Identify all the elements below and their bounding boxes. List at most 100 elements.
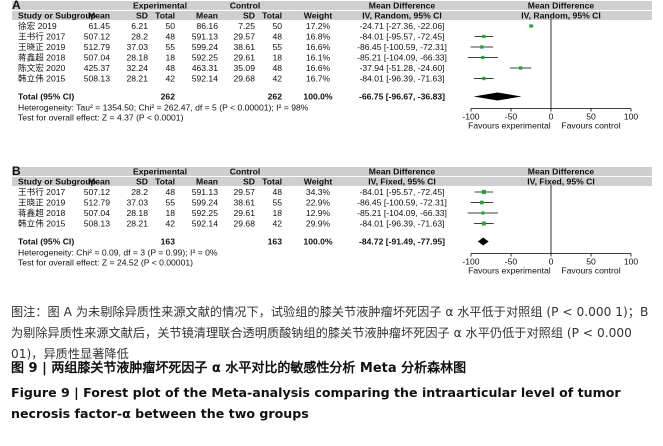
panel-a-ci-text: -84.01 [-96.39, -71.63]	[359, 74, 444, 84]
panel-a-x-tick-label: 50	[586, 112, 596, 122]
panel-b-md-plot-header: Mean Difference	[528, 167, 595, 177]
panel-a-ctl-total: 48	[272, 32, 282, 42]
panel-a-control-header: Control	[230, 1, 261, 11]
panel-b-experimental-header: Experimental	[133, 167, 187, 177]
panel-a-exp-total-header: Total	[155, 11, 175, 21]
panel-b-ctl-total-header: Total	[262, 177, 282, 187]
panel-a-favours-control: Favours control	[561, 121, 620, 131]
panel-a-ci-text: -86.45 [-100.59, -72.31]	[357, 42, 447, 52]
panel-a-ctl-total-header: Total	[262, 11, 282, 21]
panel-b-md-header: Mean Difference	[369, 167, 436, 177]
panel-b-group-header-band	[12, 167, 652, 176]
panel-b-exp-total-header: Total	[155, 177, 175, 187]
panel-a-total-exp: 262	[161, 92, 176, 102]
panel-a-total-ci-text: -66.75 [-96.67, -36.83]	[359, 92, 445, 102]
panel-a-ctl-sd: 35.09	[233, 63, 255, 73]
panel-a-study-name: 韩立伟 2015	[18, 73, 66, 84]
panel-b-exp-total: 42	[165, 219, 175, 229]
panel-b-ctl-total: 18	[272, 208, 282, 218]
panel-b-effect-square	[480, 200, 484, 205]
panel-a-study-name: 王书行 2017	[18, 31, 66, 42]
panel-b-ci-header: IV, Fixed, 95% CI	[368, 177, 436, 187]
panel-a-ctl-mean: 463.31	[192, 63, 219, 73]
panel-b-ci-text: -86.45 [-100.59, -72.31]	[357, 198, 447, 208]
panel-b-ctl-total: 48	[272, 187, 282, 197]
panel-a-column-header-band	[12, 11, 652, 20]
panel-b-exp-mean: 508.13	[84, 219, 111, 229]
panel-b-study-name: 蒋鑫超 2018	[18, 207, 66, 218]
panel-a-effect-square	[480, 45, 484, 49]
panel-a-plot-model-header: IV, Random, 95% CI	[521, 11, 600, 21]
panel-a-effect-square	[482, 34, 486, 39]
panel-a-ctl-sd: 38.61	[233, 42, 255, 52]
panel-a-ctl-mean-header: Mean	[196, 11, 218, 21]
panel-a-study-col-header: Study or Subgroup	[18, 11, 96, 21]
panel-b-weight: 34.3%	[306, 187, 331, 197]
panel-b-total-ctl: 163	[268, 237, 283, 247]
panel-a-favours-experimental: Favours experimental	[468, 121, 551, 131]
panel-a-exp-sd: 32.24	[126, 63, 148, 73]
panel-a-ctl-sd-header: SD	[243, 11, 255, 21]
panel-b-weight: 22.9%	[306, 198, 331, 208]
panel-a-exp-total: 48	[165, 63, 175, 73]
panel-a-total-label: Total (95% CI)	[18, 92, 74, 102]
panel-a-x-tick-label: -100	[462, 112, 479, 122]
panel-a-ctl-mean: 592.14	[192, 74, 219, 84]
forest-plot-figure: A Experimental Control Mean Difference Mean …	[12, 0, 652, 276]
panel-b-ctl-mean: 592.14	[192, 219, 219, 229]
panel-b-total-weight: 100.0%	[303, 237, 333, 247]
panel-a-heterogeneity: Heterogeneity: Tau² = 1354.50; Chi² = 26…	[18, 103, 309, 113]
panel-b-pooled-diamond	[477, 237, 489, 246]
panel-a-ci-text: -37.94 [-51.28, -24.60]	[359, 63, 444, 73]
panel-a-overall-effect: Test for overall effect: Z = 4.37 (P < 0…	[18, 113, 184, 123]
panel-a-effect-square	[481, 55, 485, 60]
panel-a-effect-square	[529, 24, 533, 28]
panel-a-exp-sd: 28.2	[131, 32, 148, 42]
panel-a-ci-text: -85.21 [-104.09, -66.33]	[357, 53, 447, 63]
panel-b-ctl-sd: 38.61	[233, 198, 255, 208]
panel-a-weight: 17.2%	[306, 21, 331, 31]
panel-a-effect-square	[482, 76, 486, 81]
panel-b-exp-sd-header: SD	[136, 177, 148, 187]
panel-a-exp-sd: 37.03	[126, 42, 148, 52]
panel-b-ctl-total: 55	[272, 198, 282, 208]
panel-b-ci-text: -85.21 [-104.09, -66.33]	[357, 208, 447, 218]
panel-b-ci-text: -84.01 [-96.39, -71.63]	[359, 219, 444, 229]
panel-a-exp-mean: 425.37	[84, 63, 111, 73]
panel-a-ctl-mean: 591.13	[192, 32, 219, 42]
panel-a-exp-mean: 61.45	[88, 21, 110, 31]
panel-b-column-header-band	[12, 177, 652, 186]
panel-b-effect-square	[481, 189, 486, 195]
panel-a-ci-text: -24.71 [-27.36, -22.06]	[359, 21, 444, 31]
panel-a-study-name: 陈文宏 2020	[18, 62, 66, 73]
panel-a-exp-sd-header: SD	[136, 11, 148, 21]
panel-a-md-header: Mean Difference	[369, 1, 436, 11]
panel-b-ctl-total: 42	[272, 219, 282, 229]
figure-note: 图注：图 A 为未剔除异质性来源文献的情况下，试验组的膝关节液肿瘤坏死因子 α …	[11, 305, 649, 361]
panel-a-weight: 16.1%	[306, 53, 331, 63]
panel-a-ctl-mean: 86.16	[196, 21, 218, 31]
panel-b-exp-mean: 507.04	[84, 208, 111, 218]
panel-a-x-tick-label: 100	[624, 112, 639, 122]
panel-a-ctl-mean: 592.25	[192, 53, 219, 63]
panel-b-study-name: 王书行 2017	[18, 186, 66, 197]
panel-a-weight: 16.8%	[306, 32, 331, 42]
panel-b-ctl-mean-header: Mean	[196, 177, 218, 187]
figure-title-zh: 图 9 | 两组膝关节液肿瘤坏死因子 α 水平对比的敏感性分析 Meta 分析森…	[11, 361, 467, 376]
panel-a-ctl-mean: 599.24	[192, 42, 219, 52]
panel-a-exp-sd: 6.21	[131, 21, 148, 31]
panel-a-ctl-sd: 29.68	[233, 74, 255, 84]
panel-a-exp-total: 50	[165, 21, 175, 31]
panel-a-exp-mean: 507.12	[84, 32, 111, 42]
panel-a-ctl-sd: 7.25	[238, 21, 255, 31]
panel-a-ctl-sd: 29.61	[233, 53, 255, 63]
panel-b-ci-text: -84.01 [-95.57, -72.45]	[359, 187, 444, 197]
panel-a-exp-mean: 512.79	[84, 42, 111, 52]
panel-b-effect-square	[481, 221, 486, 226]
panel-a-md-plot-header: Mean Difference	[528, 1, 595, 11]
panel-a-exp-sd: 28.18	[126, 53, 148, 63]
panel-b-study-name: 王晓正 2019	[18, 197, 66, 208]
panel-a-weight: 16.6%	[306, 42, 331, 52]
panel-a-weight: 16.7%	[306, 74, 331, 84]
panel-b-study-name: 韩立伟 2015	[18, 218, 66, 229]
